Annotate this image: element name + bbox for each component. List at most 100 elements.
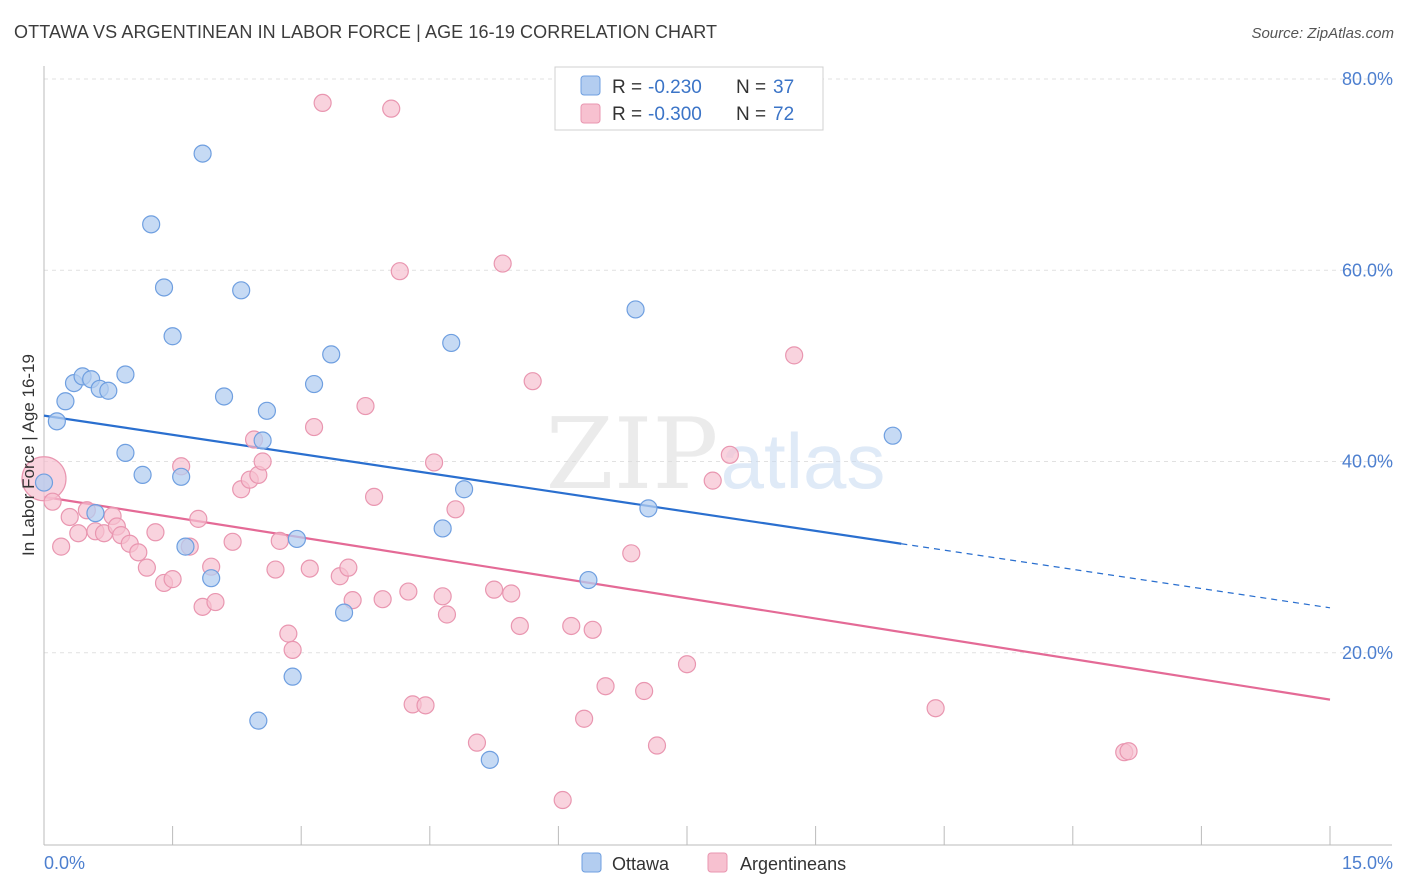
- argentineans-point: [437, 605, 457, 624]
- gridlines: 20.0% 40.0% 60.0% 80.0%: [44, 69, 1393, 663]
- ottawa-point: [253, 431, 272, 450]
- legend-n-value-ottawa: 37: [773, 77, 794, 98]
- y-tick-label-80: 80.0%: [1342, 69, 1393, 89]
- ottawa-point: [442, 333, 461, 353]
- series-legend: Ottawa Argentineans: [581, 852, 846, 874]
- ottawa-point: [454, 480, 474, 499]
- legend-n-label-ottawa: N =: [736, 77, 766, 98]
- argentineans-point: [416, 696, 435, 715]
- argentineans-point: [300, 559, 319, 578]
- watermark-atlas: atlas: [721, 417, 886, 505]
- ottawa-point: [214, 387, 234, 406]
- ottawa-point: [883, 426, 902, 445]
- ottawa-point: [116, 443, 135, 462]
- legend-n-value-argentineans: 72: [773, 104, 794, 125]
- argentineans-point: [129, 543, 148, 562]
- bottom-swatch-argentineans: [707, 852, 728, 873]
- argentineans-point: [137, 558, 156, 577]
- argentineans-point: [622, 544, 641, 563]
- argentineans-point: [677, 655, 697, 674]
- trend-lines: [43, 414, 1331, 701]
- ottawa-trend-extension: [901, 543, 1331, 609]
- argentineans-point: [390, 262, 409, 281]
- argentineans-point: [583, 620, 602, 639]
- ottawa-point: [99, 381, 118, 400]
- argentineans-point: [433, 587, 452, 606]
- ottawa-point: [116, 365, 135, 384]
- argentineans-point: [356, 396, 375, 416]
- argentineans-point: [69, 524, 88, 543]
- y-tick-label-20: 20.0%: [1342, 643, 1393, 663]
- argentineans-point: [596, 677, 615, 696]
- argentineans-trend-line: [43, 495, 1331, 701]
- ottawa-point: [47, 412, 66, 431]
- chart-title: OTTAWA VS ARGENTINEAN IN LABOR FORCE | A…: [14, 22, 718, 42]
- ottawa-point: [34, 473, 54, 492]
- ottawa-point: [193, 144, 212, 163]
- argentineans-point: [382, 99, 401, 118]
- argentineans-point: [647, 736, 667, 755]
- argentineans-point: [510, 616, 529, 636]
- argentineans-point: [562, 616, 581, 636]
- argentineans-point: [270, 531, 289, 550]
- argentineans-point: [424, 453, 444, 472]
- ottawa-point: [334, 603, 354, 622]
- argentineans-point: [703, 471, 722, 490]
- argentineans-point: [364, 487, 384, 506]
- argentineans-point: [926, 699, 945, 718]
- ottawa-point: [283, 667, 302, 686]
- argentineans-point: [373, 590, 392, 609]
- ottawa-point: [133, 465, 152, 484]
- ottawa-trend-line: [43, 414, 902, 545]
- argentineans-point: [223, 532, 242, 551]
- argentineans-point: [343, 591, 362, 610]
- argentineans-point: [785, 346, 804, 365]
- x-tick-label-max: 15.0%: [1342, 853, 1393, 873]
- argentineans-point: [523, 372, 542, 391]
- argentineans-point: [446, 500, 465, 519]
- ottawa-point: [232, 281, 251, 300]
- argentineans-point: [304, 417, 324, 437]
- correlation-legend: R = -0.230 N = 37 R = -0.300 N = 72: [554, 66, 824, 131]
- argentineans-point: [43, 492, 62, 511]
- ottawa-point: [172, 467, 191, 486]
- legend-r-label-argentineans: R =: [612, 104, 642, 125]
- legend-r-value-argentineans: -0.300: [648, 104, 702, 125]
- ottawa-point: [304, 374, 324, 394]
- ottawa-point: [639, 499, 658, 518]
- legend-swatch-argentineans: [580, 103, 601, 124]
- ottawa-point: [480, 750, 499, 769]
- argentineans-point: [313, 93, 332, 113]
- y-tick-label-40: 40.0%: [1342, 452, 1393, 472]
- bottom-swatch-ottawa: [581, 852, 602, 873]
- ottawa-point: [287, 529, 307, 549]
- argentineans-point: [635, 681, 654, 701]
- legend-swatch-ottawa: [580, 75, 601, 96]
- ottawa-point: [579, 570, 598, 590]
- ottawa-point: [202, 569, 221, 588]
- ottawa-point: [86, 504, 105, 523]
- bottom-label-ottawa: Ottawa: [612, 854, 670, 874]
- argentineans-point: [575, 709, 594, 728]
- ottawa-point: [154, 278, 174, 297]
- argentineans-point: [189, 509, 208, 528]
- argentineans-point: [146, 523, 165, 542]
- argentineans-point: [163, 570, 182, 589]
- axes: 0.0% 15.0%: [43, 66, 1393, 873]
- argentineans-point: [493, 254, 512, 273]
- ottawa-point: [163, 327, 182, 346]
- ottawa-point: [56, 392, 75, 411]
- legend-n-label-argentineans: N =: [736, 104, 766, 125]
- legend-r-label-ottawa: R =: [612, 77, 642, 98]
- legend-r-value-ottawa: -0.230: [648, 77, 702, 98]
- argentineans-point: [1119, 742, 1138, 761]
- argentineans-point: [52, 537, 71, 556]
- argentineans-point: [266, 560, 285, 579]
- argentineans-points: [21, 93, 1138, 810]
- argentineans-point: [720, 445, 739, 464]
- argentineans-point: [467, 733, 487, 752]
- ottawa-point: [249, 711, 268, 730]
- ottawa-point: [142, 215, 161, 234]
- argentineans-point: [502, 584, 521, 603]
